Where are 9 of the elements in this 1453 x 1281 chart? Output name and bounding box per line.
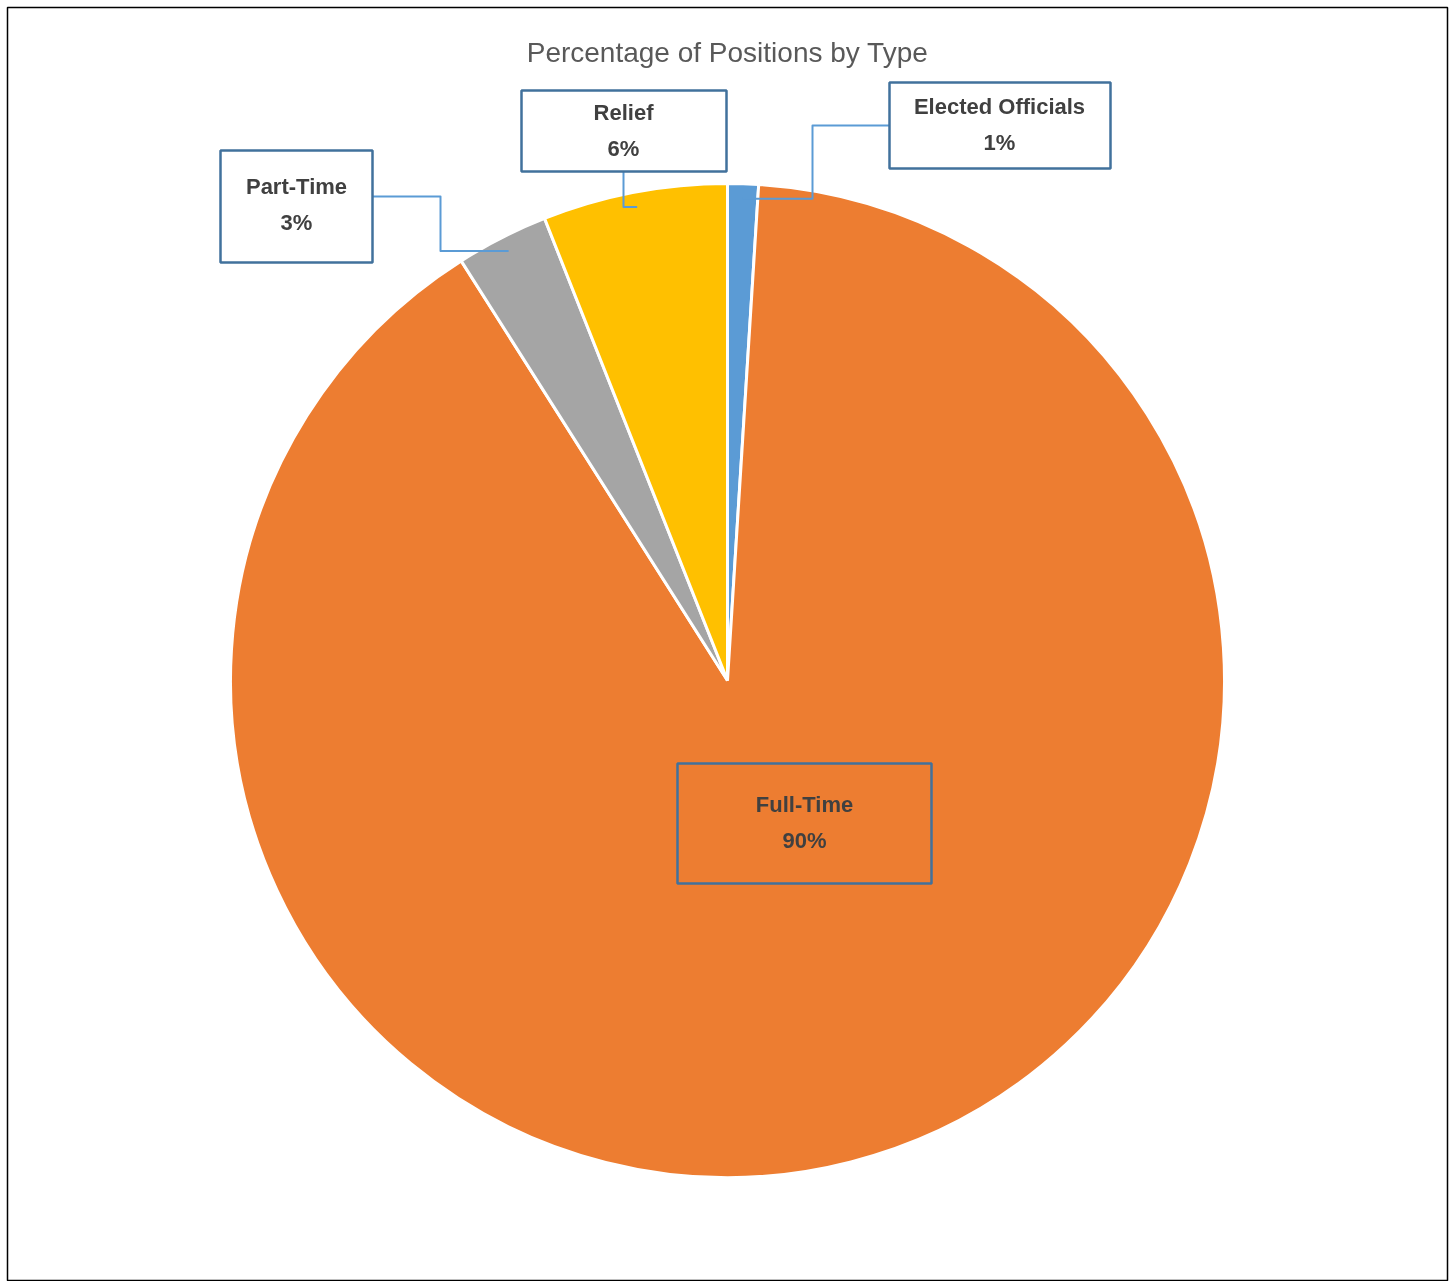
data-label: 6% — [607, 136, 640, 161]
slice-label: Relief — [593, 100, 655, 125]
slice-label: Elected Officials — [913, 94, 1086, 119]
chart-title: Percentage of Positions by Type — [526, 37, 928, 68]
data-label: 1% — [983, 130, 1016, 155]
slice-label: Full-Time — [755, 792, 854, 817]
slice-label: Part-Time — [245, 174, 348, 199]
data-label: 3% — [280, 210, 313, 235]
data-label: 90% — [782, 828, 827, 853]
